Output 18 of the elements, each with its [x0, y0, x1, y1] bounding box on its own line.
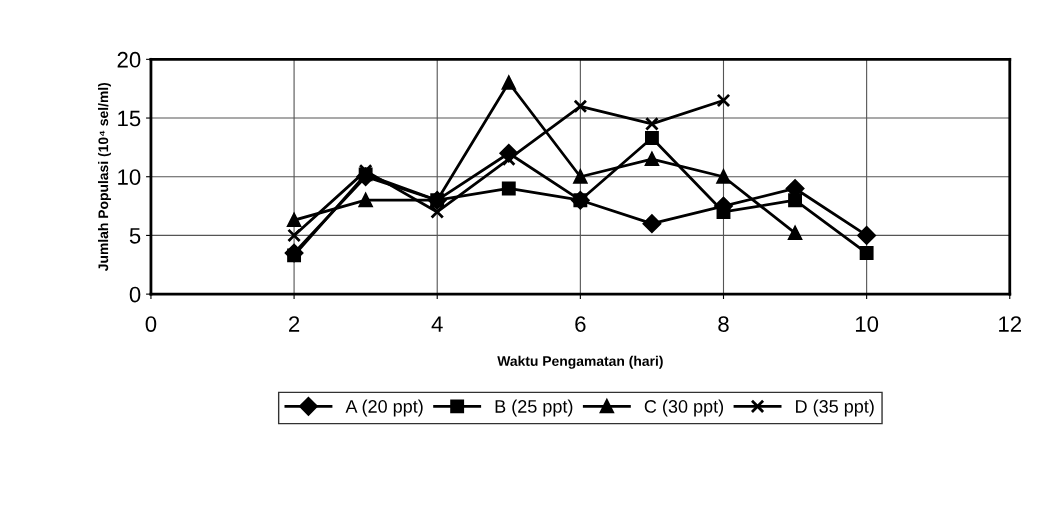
- x-tick-label: 6: [575, 316, 586, 332]
- x-tick-label: 0: [145, 316, 157, 332]
- legend-label: B (25 ppt): [495, 399, 573, 417]
- y-tick-label: 5: [129, 228, 141, 244]
- legend-label: A (20 ppt): [345, 399, 423, 417]
- x-axis-title: Waktu Pengamatan (hari): [497, 355, 663, 369]
- y-tick-label: 0: [129, 286, 141, 303]
- y-tick-label: 15: [118, 110, 141, 127]
- y-tick-label: 10: [118, 169, 141, 185]
- x-tick-label: 12: [999, 316, 1022, 332]
- y-axis-title: Jumlah Populasi (10⁴ sel/ml): [98, 82, 111, 272]
- legend-label: C (30 ppt): [644, 399, 724, 417]
- x-tick-label: 10: [855, 316, 879, 332]
- legend-label: D (35 ppt): [796, 399, 874, 417]
- y-tick-label: 20: [117, 51, 141, 68]
- x-tick-label: 2: [289, 316, 300, 332]
- x-tick-label: 4: [431, 316, 443, 332]
- x-tick-label: 8: [718, 316, 729, 332]
